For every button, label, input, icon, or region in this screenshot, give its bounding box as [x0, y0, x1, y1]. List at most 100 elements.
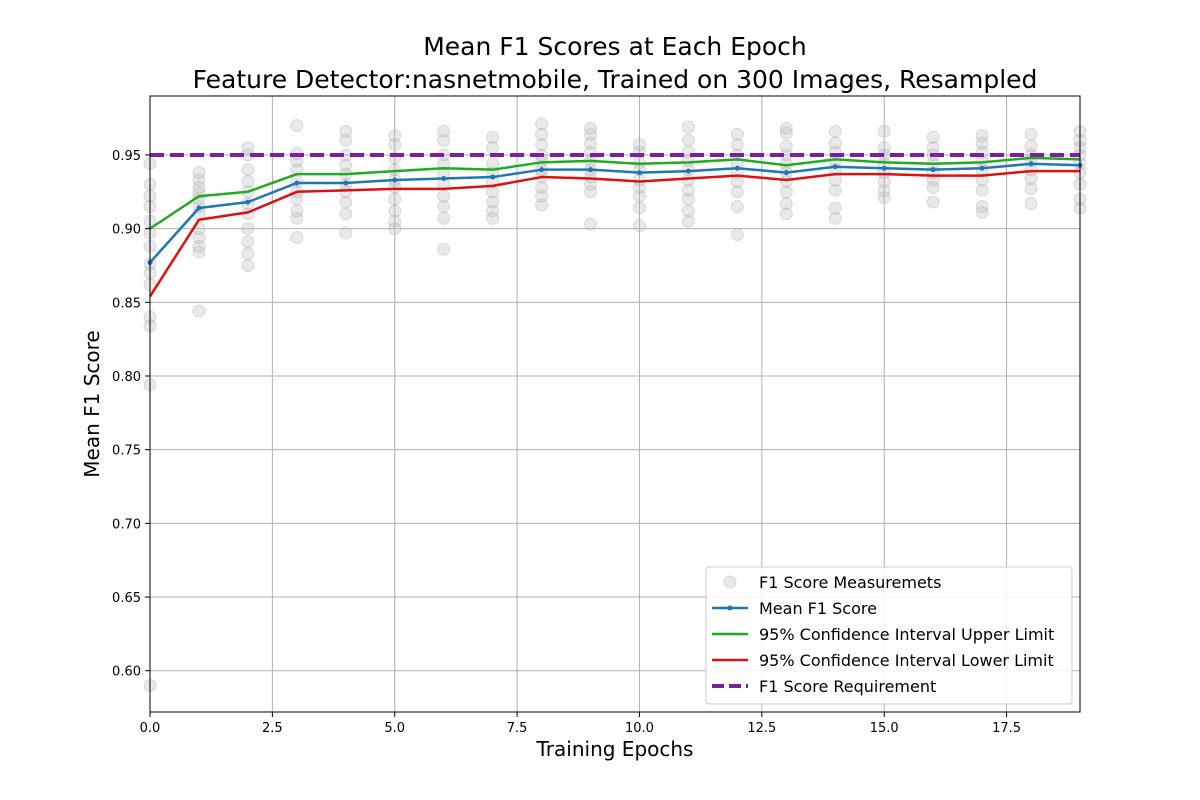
f1-measurement-point [241, 235, 255, 249]
f1-measurement-point [877, 124, 891, 138]
f1-measurement-point [192, 230, 206, 244]
f1-measurement-point [926, 180, 940, 194]
f1-measurement-point [388, 129, 402, 143]
series-line-0 [149, 162, 1081, 264]
f1-measurement-point [437, 133, 451, 147]
f1-measurement-point [388, 138, 402, 152]
f1-measurement-point [828, 211, 842, 225]
mean-f1-marker [930, 167, 936, 173]
f1-measurement-point [926, 173, 940, 187]
x-axis-label: Training Epochs [536, 737, 694, 761]
f1-measurement-point [975, 136, 989, 150]
legend: F1 Score Measuremets Mean F1 Score 95% Con… [705, 566, 1073, 705]
mean-f1-marker [392, 177, 398, 183]
mean-f1-marker [832, 164, 838, 170]
f1-measurement-point [1024, 172, 1038, 186]
f1-measurement-point [192, 166, 206, 180]
f1-measurement-point [437, 242, 451, 256]
legend-label: 95% Confidence Interval Upper Limit [759, 625, 1054, 644]
f1-measurement-point [681, 192, 695, 206]
mean-f1-marker [881, 165, 887, 171]
f1-measurement-point [730, 228, 744, 242]
mean-f1-marker [734, 165, 740, 171]
x-tick-label: 0.0 [140, 721, 161, 736]
mean-f1-marker [783, 170, 789, 176]
f1-measurement-point [632, 201, 646, 215]
f1-measurement-point [192, 173, 206, 187]
f1-measurement-point [241, 247, 255, 261]
f1-measurement-point [339, 124, 353, 138]
f1-measurement-point [388, 214, 402, 228]
f1-measurement-point [730, 138, 744, 152]
f1-measurement-point [535, 138, 549, 152]
f1-measurement-point [584, 185, 598, 199]
y-tick-label: 0.90 [112, 223, 141, 238]
f1-measurement-point [192, 304, 206, 318]
f1-measurement-point [388, 192, 402, 206]
f1-measurement-point [486, 211, 500, 225]
f1-measurement-point [241, 163, 255, 177]
mean-f1-marker [294, 180, 300, 186]
x-tick-label: 17.5 [992, 721, 1021, 736]
f1-measurement-point [828, 124, 842, 138]
f1-measurement-point [388, 222, 402, 236]
f1-measurement-point [975, 173, 989, 187]
y-tick-label: 0.60 [112, 665, 141, 680]
f1-measurement-point [535, 127, 549, 141]
y-axis-label: Mean F1 Score [80, 330, 104, 477]
f1-measurement-point [632, 138, 646, 152]
f1-measurement-point [828, 201, 842, 215]
y-tick-label: 0.80 [112, 370, 141, 385]
mean-f1-marker [490, 174, 496, 180]
legend-label: 95% Confidence Interval Lower Limit [759, 651, 1054, 670]
x-tick-label: 10.0 [625, 721, 654, 736]
scatter-points [143, 117, 1087, 692]
mean-f1-marker [588, 167, 594, 173]
f1-measurement-point [730, 127, 744, 141]
f1-measurement-point [241, 222, 255, 236]
f1-measurement-point [730, 200, 744, 214]
f1-measurement-point [290, 204, 304, 218]
f1-measurement-point [339, 195, 353, 209]
f1-measurement-point [1024, 139, 1038, 153]
f1-measurement-point [437, 211, 451, 225]
y-tick-label: 0.70 [112, 517, 141, 532]
y-tick-label: 0.75 [112, 444, 141, 459]
legend-swatch [723, 575, 737, 589]
f1-measurement-point [975, 200, 989, 214]
f1-measurement-point [486, 204, 500, 218]
y-tick-label: 0.65 [112, 591, 141, 606]
grid [149, 96, 1080, 712]
legend-label: F1 Score Measuremets [759, 573, 941, 592]
legend-label: F1 Score Requirement [759, 677, 936, 696]
series-line-2 [148, 169, 1080, 298]
f1-measurement-point [290, 163, 304, 177]
legend-swatch-marker [727, 605, 733, 611]
f1-measurement-point [192, 245, 206, 259]
f1-measurement-point [779, 126, 793, 140]
f1-measurement-point [975, 129, 989, 143]
mean-f1-marker [539, 167, 545, 173]
f1-measurement-point [584, 217, 598, 231]
mean-f1-marker [685, 168, 691, 174]
f1-measurement-point [975, 205, 989, 219]
legend-label: Mean F1 Score [759, 599, 877, 618]
f1-measurement-point [192, 239, 206, 253]
f1-measurement-point [339, 158, 353, 172]
mean-f1-marker [1028, 161, 1034, 167]
f1-measurement-point [290, 118, 304, 132]
f1-measurement-point [681, 183, 695, 197]
f1-measurement-point [486, 130, 500, 144]
f1-measurement-point [241, 141, 255, 155]
f1-measurement-point [779, 197, 793, 211]
f1-measurement-point [584, 121, 598, 135]
f1-measurement-point [241, 258, 255, 272]
f1-measurement-point [290, 230, 304, 244]
x-tick-label: 2.5 [262, 721, 283, 736]
f1-measurement-point [877, 174, 891, 188]
f1-measurement-point [828, 183, 842, 197]
x-tick-label: 12.5 [747, 721, 776, 736]
f1-measurement-point [779, 185, 793, 199]
f1-measurement-point [486, 195, 500, 209]
f1-measurement-point [339, 133, 353, 147]
